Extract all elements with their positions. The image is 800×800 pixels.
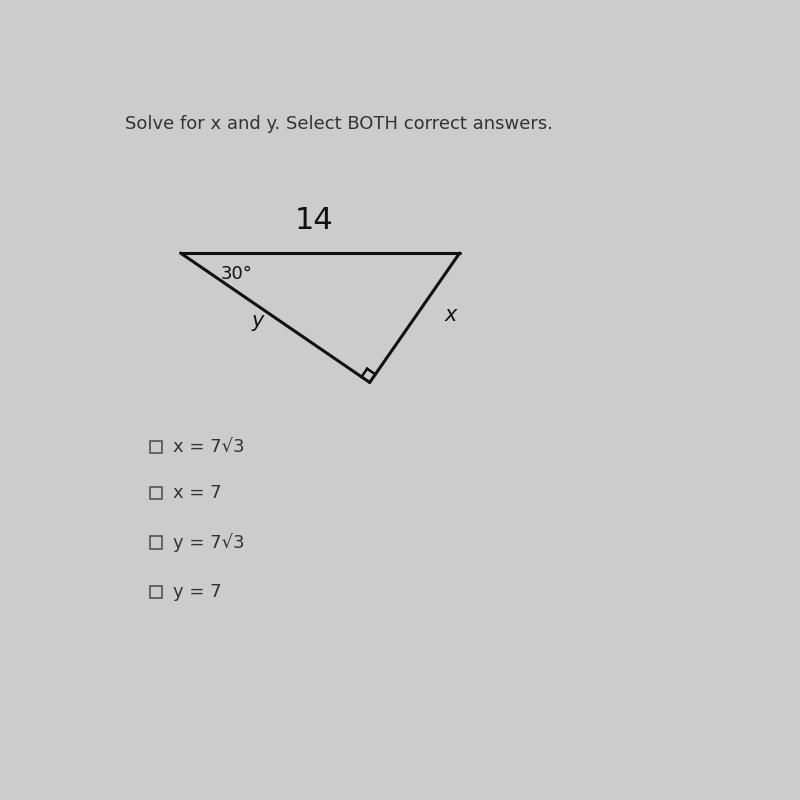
Bar <box>150 537 162 549</box>
Text: y = 7√3: y = 7√3 <box>173 533 245 552</box>
Text: x = 7√3: x = 7√3 <box>173 438 245 456</box>
Text: y = 7: y = 7 <box>173 583 222 601</box>
Text: 14: 14 <box>294 206 334 234</box>
Text: Solve for x and y. Select BOTH correct answers.: Solve for x and y. Select BOTH correct a… <box>125 114 553 133</box>
Bar <box>150 441 162 454</box>
Text: 30°: 30° <box>221 266 253 283</box>
Text: x = 7: x = 7 <box>173 484 222 502</box>
Bar <box>150 487 162 499</box>
Bar <box>150 586 162 598</box>
Text: x: x <box>444 305 457 325</box>
Text: y: y <box>252 311 264 331</box>
